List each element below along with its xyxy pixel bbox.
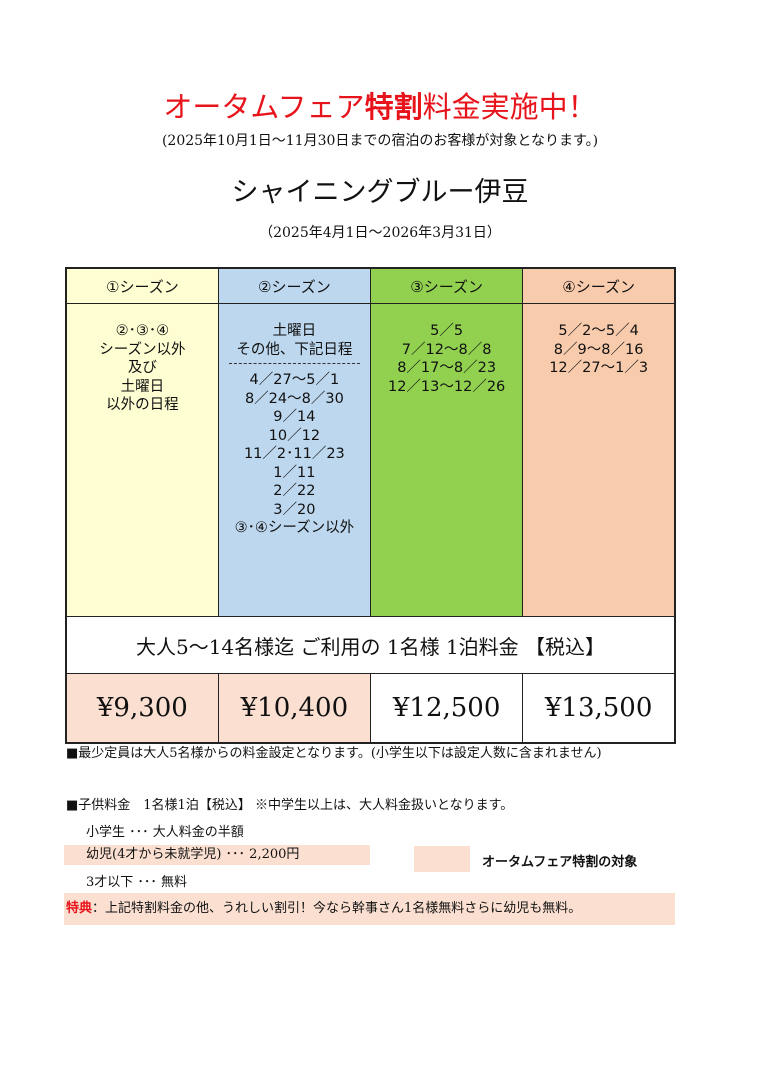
season-price: ¥9,300	[65, 673, 219, 744]
season-header: ④シーズン	[522, 267, 676, 304]
season-price: ¥13,500	[522, 673, 676, 744]
bonus-note: 特典：上記特割料金の他、うれしい割引！今なら幹事さん1名様無料さらに幼児も無料。	[64, 893, 675, 925]
season-date-line: その他、下記日程	[236, 341, 353, 358]
title-bold: 特割	[364, 90, 423, 124]
season-date-line: 8／9～8／16	[553, 341, 644, 358]
season-date-line: 12／27～1／3	[549, 360, 649, 376]
child-fee-heading: ■子供料金 1名様1泊【税込】 ※中学生以上は、大人料金扱いとなります。	[66, 798, 514, 813]
season-price: ¥12,500	[369, 673, 524, 744]
season-date-line: ②･③･④	[115, 323, 170, 339]
dashed-divider	[228, 363, 360, 367]
season-date-line: 5／5	[430, 323, 464, 339]
validity-period: （2025年4月1日～2026年3月31日）	[259, 225, 501, 241]
season-header: ②シーズン	[217, 267, 372, 304]
season-date-line: 10／12	[268, 427, 321, 444]
season-price: ¥10,400	[217, 673, 372, 744]
min-capacity-note: ■最少定員は大人5名様からの料金設定となります。(小学生以下は設定人数に含まれま…	[66, 746, 602, 761]
season-date-line: 7／12～8／8	[401, 341, 492, 358]
bonus-label: 特典	[66, 901, 93, 916]
season-date-line: 及び	[127, 360, 157, 376]
subtitle: (2025年10月1日～11月30日までの宿泊のお客様が対象となります。)	[161, 133, 599, 149]
price-table: ①シーズン ②シーズン ③シーズン ④シーズン ②･③･④ シーズン以外 及び 土曜日…	[65, 267, 676, 744]
season-dates-row: ②･③･④ シーズン以外 及び 土曜日 以外の日程 土曜日 その他、下記日程 4／27～5／…	[65, 303, 676, 617]
bonus-text: ：上記特割料金の他、うれしい割引！今なら幹事さん1名様無料さらに幼児も無料。	[92, 901, 582, 916]
season-date-line: 9／14	[273, 409, 316, 425]
season-dates: 5／5 7／12～8／8 8／17～8／23 12／13～12／26	[369, 303, 524, 617]
season-date-line: 土曜日	[272, 323, 317, 339]
season-date-line: 1／11	[273, 464, 316, 481]
title-part: オータムフェア	[163, 90, 365, 124]
season-date-line: 3／20	[273, 501, 316, 518]
price-label-row: 大人5～14名様迄 ご利用の 1名様 1泊料金 【税込】	[65, 616, 676, 674]
page-title: オータムフェア特割料金実施中！	[0, 84, 760, 126]
child-fee-row: 3才以下 ･･･ 無料	[86, 875, 188, 890]
price-row: ¥9,300 ¥10,400 ¥12,500 ¥13,500	[65, 673, 676, 744]
season-date-line: 8／24～8／30	[244, 390, 344, 407]
legend-label: オータムフェア特割の対象	[482, 855, 638, 870]
season-date-line: ③･④シーズン以外	[234, 520, 355, 536]
season-date-line: 11／2･11／23	[243, 446, 345, 462]
season-date-line: 12／13～12／26	[387, 378, 506, 395]
price-label: 大人5～14名様迄 ご利用の 1名様 1泊料金 【税込】	[65, 616, 676, 674]
season-header: ③シーズン	[369, 267, 524, 304]
season-dates: 土曜日その他、下記日程 4／27～5／1 8／24～8／30 9／14 10／12 11／…	[217, 303, 372, 617]
season-header: ①シーズン	[65, 267, 219, 304]
legend-swatch	[414, 846, 470, 872]
season-dates: 5／2～5／4 8／9～8／16 12／27～1／3	[522, 303, 676, 617]
season-dates: ②･③･④ シーズン以外 及び土曜日以外の日程	[65, 303, 219, 617]
season-date-line: シーズン以外	[99, 341, 186, 358]
season-date-line: 以外の日程	[106, 397, 179, 413]
title-part: 料金実施中！	[422, 90, 597, 124]
child-fee-row: 小学生 ･･･ 大人料金の半額	[86, 825, 244, 840]
season-header-row: ①シーズン ②シーズン ③シーズン ④シーズン	[65, 267, 676, 304]
season-date-line: 土曜日	[120, 378, 165, 395]
season-date-line: 2／22	[273, 483, 316, 499]
season-date-line: 5／2～5／4	[558, 323, 639, 339]
hotel-name: シャイニングブルー伊豆	[231, 177, 529, 208]
season-date-line: 4／27～5／1	[249, 372, 340, 388]
child-fee-row: 幼児(4才から未就学児) ･･･ 2,200円	[64, 845, 370, 865]
season-date-line: 8／17～8／23	[397, 360, 497, 376]
